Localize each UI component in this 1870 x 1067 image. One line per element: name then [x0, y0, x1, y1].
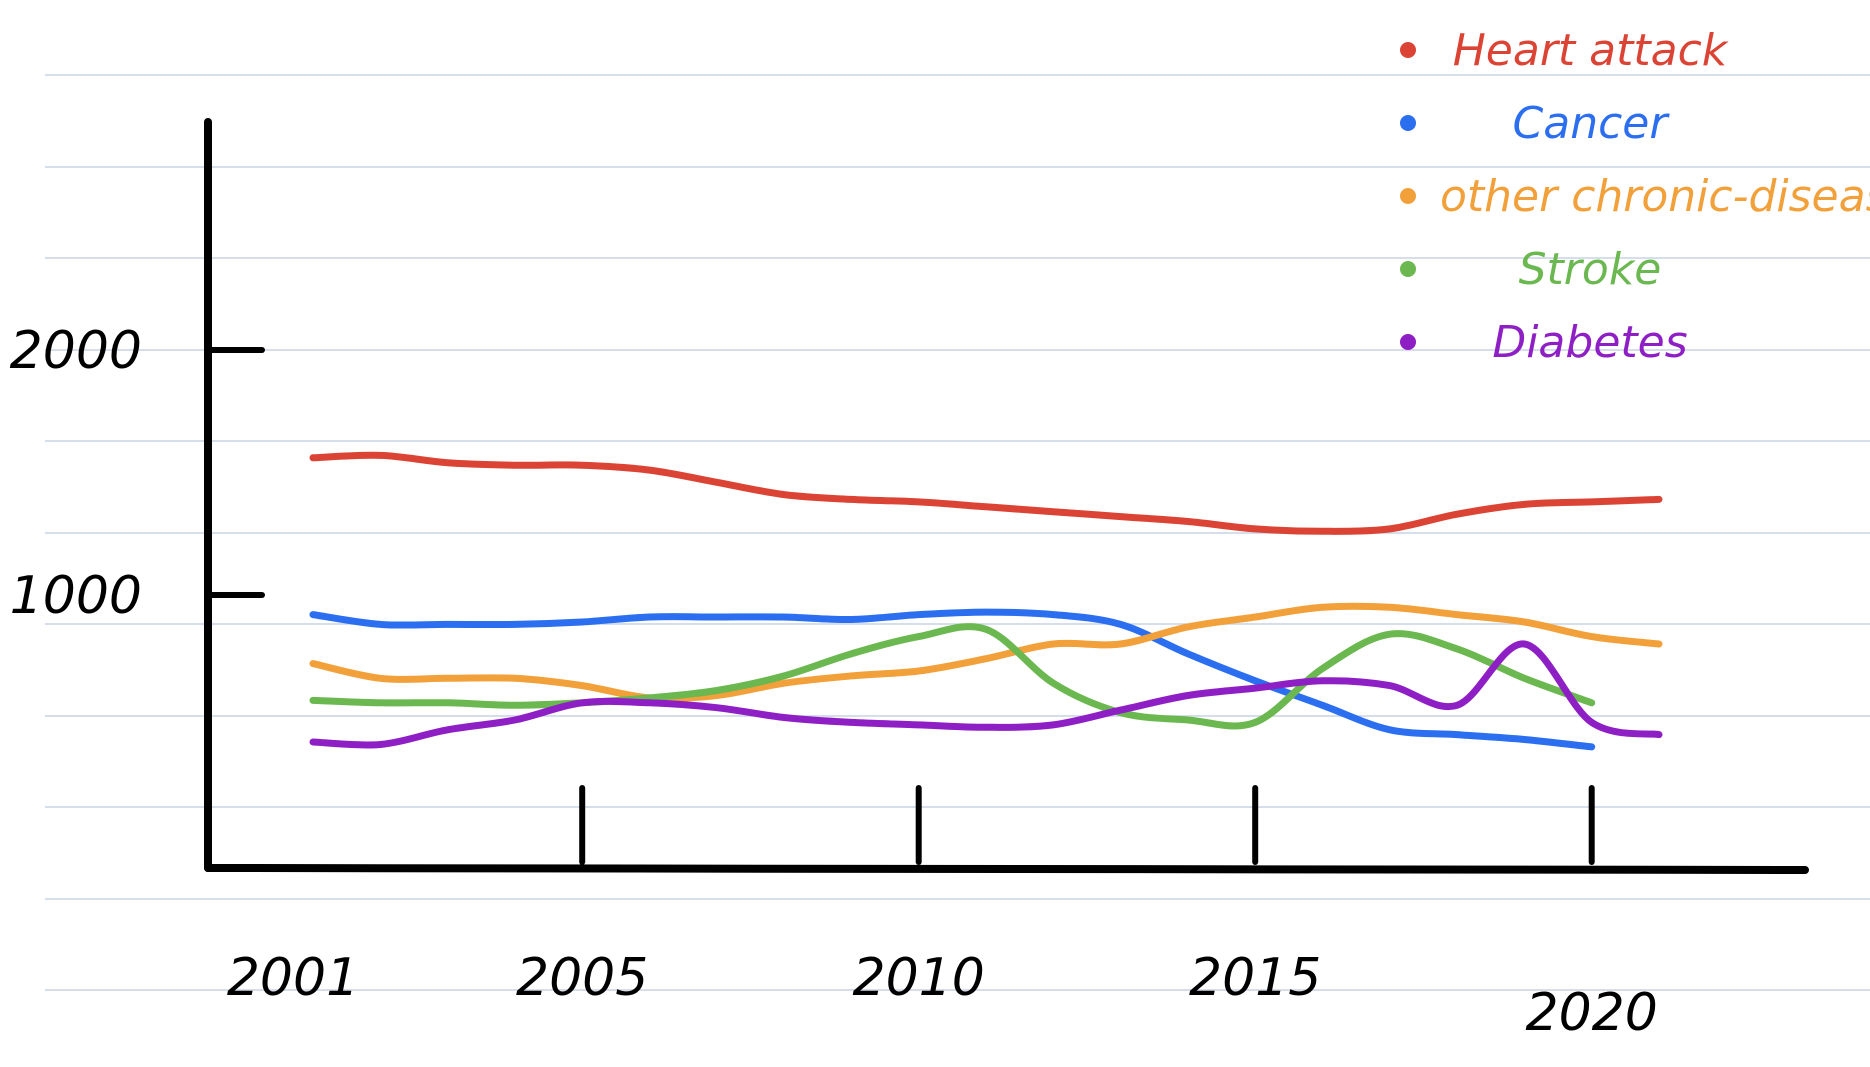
legend-marker-heart-attack — [1400, 42, 1416, 58]
legend-marker-diabetes — [1400, 334, 1416, 350]
series-line-diabetes — [309, 640, 1663, 749]
x-tick-label-2005: 2005 — [516, 948, 648, 1008]
series-line-stroke — [309, 623, 1596, 730]
legend-label-stroke: Stroke — [1519, 244, 1662, 295]
x-axis — [204, 864, 1809, 874]
legend-marker-cancer — [1400, 115, 1416, 131]
legend-marker-stroke — [1400, 261, 1416, 277]
series-line-heart-attack — [309, 451, 1663, 535]
x-tick-label-2001: 2001 — [227, 948, 359, 1008]
legend: Heart attack Cancer other chronic-disease S… — [1400, 25, 1870, 368]
y-tick-label-1000: 1000 — [10, 566, 142, 626]
series-layer — [309, 451, 1663, 751]
legend-marker-other-chronic-disease — [1400, 188, 1416, 204]
axis-ticks: 2001 2005 2010 2015 2020 1000 2000 — [10, 321, 1658, 1043]
series-line-other-chronic-disease — [309, 602, 1663, 703]
legend-label-other-chronic-disease: other chronic-disease — [1440, 171, 1870, 222]
x-tick-label-2020: 2020 — [1526, 983, 1658, 1043]
legend-label-diabetes: Diabetes — [1492, 317, 1687, 368]
x-tick-label-2010: 2010 — [853, 948, 985, 1008]
y-tick-label-2000: 2000 — [10, 321, 142, 381]
legend-label-heart-attack: Heart attack — [1453, 25, 1729, 76]
series-line-cancer — [309, 608, 1596, 751]
legend-label-cancer: Cancer — [1513, 98, 1671, 149]
axes — [204, 118, 1809, 874]
x-tick-label-2015: 2015 — [1189, 948, 1321, 1008]
